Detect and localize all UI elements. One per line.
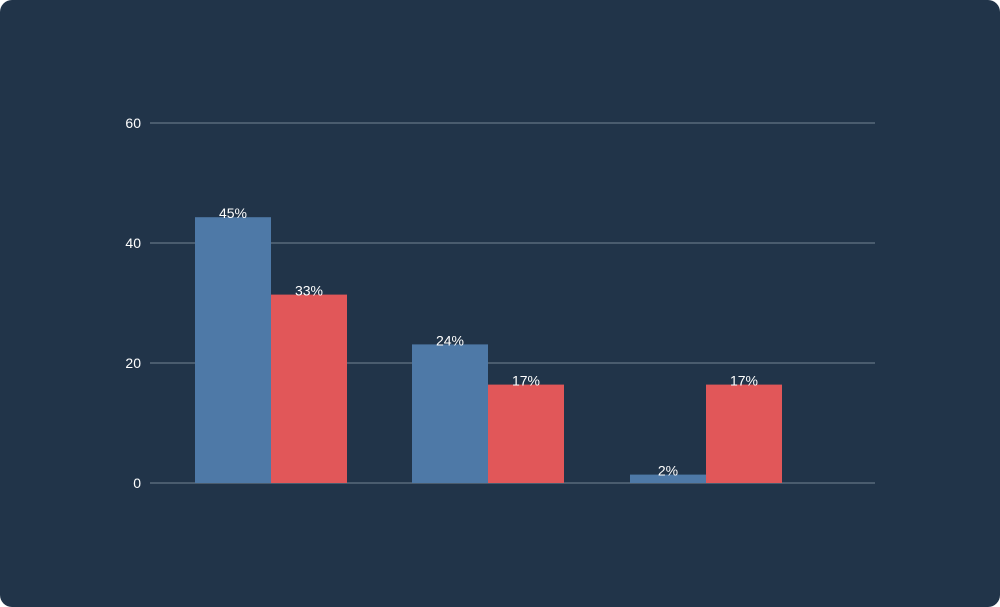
data-label-series1-1: 45% [219, 205, 247, 221]
bar-series1-3 [630, 474, 706, 483]
data-label-series1-3: 2% [658, 463, 678, 479]
bar-series2-1 [271, 294, 347, 483]
data-label-series2-1: 33% [295, 283, 323, 299]
bar-series2-3 [706, 384, 782, 483]
y-axis-ticks: 0 20 40 60 [125, 115, 141, 491]
bar-series1-2 [412, 344, 488, 483]
y-tick-label: 60 [125, 115, 141, 131]
y-tick-label: 0 [133, 475, 141, 491]
data-label-series1-2: 24% [436, 332, 464, 348]
y-tick-label: 40 [125, 235, 141, 251]
data-labels: 45% 24% 2% 33% 17% 17% [219, 205, 758, 478]
data-label-series2-3: 17% [730, 373, 758, 389]
bar-series1-1 [195, 217, 271, 483]
bars [195, 217, 782, 483]
y-tick-label: 20 [125, 355, 141, 371]
data-label-series2-2: 17% [512, 373, 540, 389]
bar-series2-2 [488, 384, 564, 483]
